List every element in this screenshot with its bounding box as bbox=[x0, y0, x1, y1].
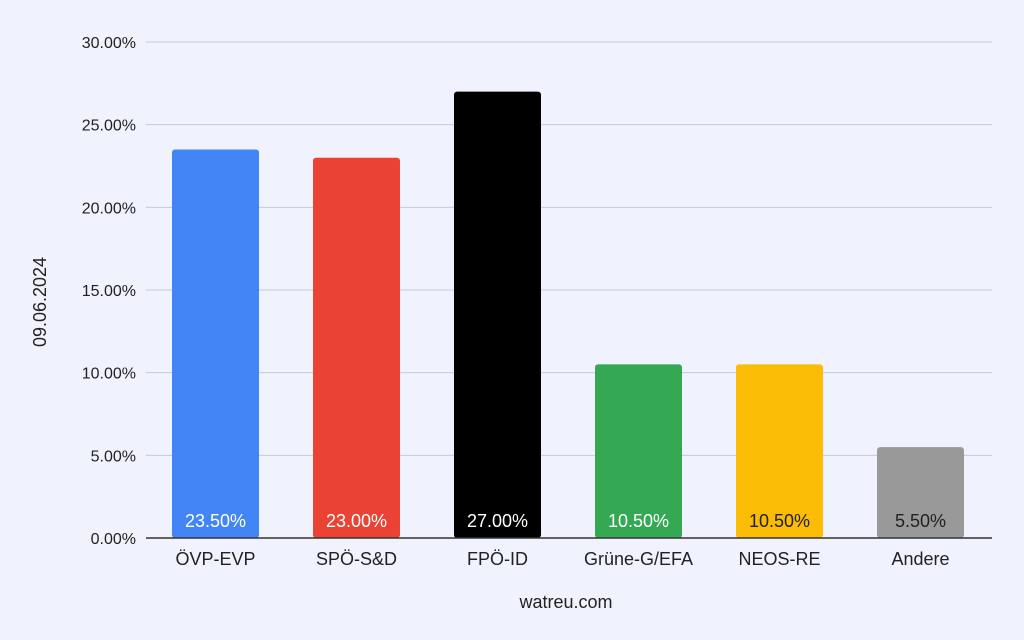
y-tick-label: 25.00% bbox=[82, 118, 136, 135]
bar-value-label: 23.50% bbox=[185, 511, 246, 531]
y-axis-ticks: 0.00% 5.00% 10.00% 15.00% 20.00% 25.00% 30.00% bbox=[82, 35, 136, 548]
y-tick-label: 0.00% bbox=[91, 531, 136, 548]
y-axis-title: 09.06.2024 bbox=[30, 257, 50, 347]
x-tick-label: SPÖ-S&D bbox=[316, 549, 397, 569]
bar-value-label: 23.00% bbox=[326, 511, 387, 531]
gridlines bbox=[146, 41, 992, 456]
bar bbox=[313, 157, 400, 538]
bar bbox=[877, 447, 964, 538]
y-tick-label: 15.00% bbox=[82, 283, 136, 300]
x-tick-label: ÖVP-EVP bbox=[175, 549, 255, 569]
bar-value-label: 10.50% bbox=[749, 511, 810, 531]
bar bbox=[595, 364, 682, 538]
x-tick-label: Andere bbox=[891, 549, 949, 569]
x-axis-ticks: ÖVP-EVP SPÖ-S&D FPÖ-ID Grüne-G/EFA NEOS-RE An… bbox=[175, 549, 949, 569]
bar bbox=[454, 91, 541, 538]
bar-value-label: 5.50% bbox=[895, 511, 946, 531]
y-tick-label: 10.00% bbox=[82, 366, 136, 383]
y-tick-label: 20.00% bbox=[82, 200, 136, 217]
bar bbox=[172, 149, 259, 538]
bar-value-label: 10.50% bbox=[608, 511, 669, 531]
y-tick-label: 5.00% bbox=[91, 448, 136, 465]
x-axis-title: watreu.com bbox=[518, 592, 612, 612]
bar-value-label: 27.00% bbox=[467, 511, 528, 531]
bar bbox=[736, 364, 823, 538]
y-tick-label: 30.00% bbox=[82, 35, 136, 52]
bars: 23.50% 23.00% 27.00% 10.50% 10.50% 5.50% bbox=[172, 91, 964, 538]
x-tick-label: NEOS-RE bbox=[738, 549, 820, 569]
x-tick-label: FPÖ-ID bbox=[467, 549, 528, 569]
x-tick-label: Grüne-G/EFA bbox=[584, 549, 693, 569]
